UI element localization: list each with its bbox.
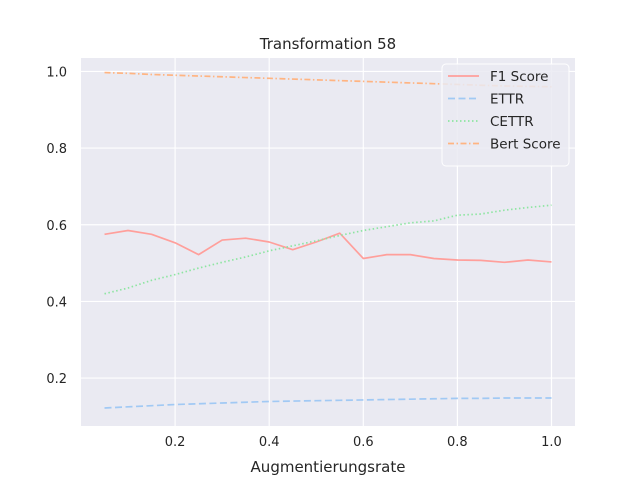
series-line-ettr bbox=[104, 397, 552, 409]
y-tick-label: 1.0 bbox=[46, 65, 67, 80]
y-tick-label: 0.2 bbox=[46, 372, 67, 387]
x-axis-ticks: 0.2 0.4 0.6 0.8 1.0 bbox=[165, 435, 562, 450]
series-lines bbox=[104, 71, 552, 409]
y-tick-label: 0.8 bbox=[46, 142, 67, 157]
series-line-f1-score bbox=[104, 229, 552, 264]
y-axis-ticks: 0.2 0.4 0.6 0.8 1.0 bbox=[46, 65, 67, 387]
y-tick-label: 0.6 bbox=[46, 219, 67, 234]
x-tick-label: 1.0 bbox=[541, 435, 562, 450]
chart-title: Transformation 58 bbox=[259, 35, 396, 53]
x-tick-label: 0.4 bbox=[259, 435, 280, 450]
legend-label: Bert Score bbox=[490, 137, 561, 153]
x-tick-label: 0.2 bbox=[165, 435, 186, 450]
legend-box bbox=[441, 63, 570, 167]
x-tick-label: 0.6 bbox=[353, 435, 374, 450]
x-tick-label: 0.8 bbox=[447, 435, 468, 450]
legend-label: F1 Score bbox=[490, 69, 548, 85]
y-tick-label: 0.4 bbox=[46, 295, 67, 310]
legend: F1 Score ETTR CETTR Bert Score bbox=[441, 63, 570, 167]
legend-label: CETTR bbox=[490, 114, 534, 130]
x-axis-label: Augmentierungsrate bbox=[251, 458, 406, 476]
legend-label: ETTR bbox=[490, 92, 524, 108]
series-line-cettr bbox=[104, 204, 552, 295]
